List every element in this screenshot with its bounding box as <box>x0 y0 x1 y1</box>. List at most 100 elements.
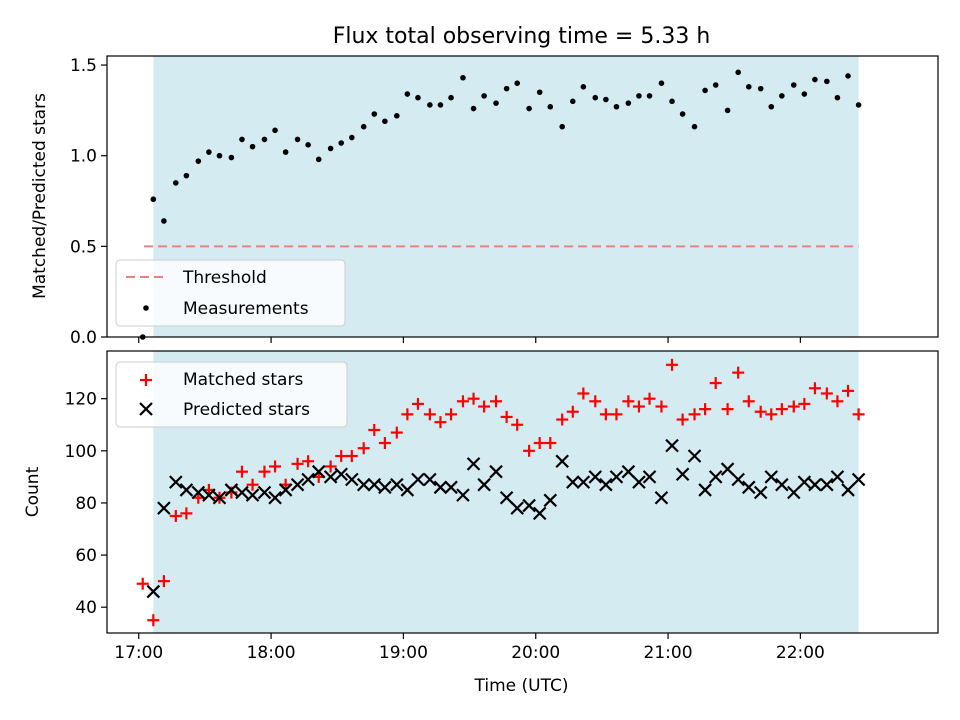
x-tick-label: 17:00 <box>114 643 163 663</box>
predicted-star-point <box>764 470 779 484</box>
measurement-point <box>845 73 851 79</box>
matched-star-point <box>820 387 833 400</box>
measurement-point <box>349 134 355 141</box>
matched-star-point <box>523 444 536 457</box>
predicted-star-point <box>489 464 503 479</box>
bottom-y-axis: 40 60 80 100 120 <box>65 390 107 618</box>
measurement-point <box>150 196 157 203</box>
measurement-point <box>161 218 167 224</box>
measurement-point <box>669 98 675 105</box>
measurement-point <box>261 136 268 143</box>
predicted-star-point <box>830 470 845 484</box>
measurement-point <box>834 94 841 101</box>
chart-title: Flux total observing time = 5.33 h <box>333 24 711 49</box>
predicted-star-point <box>411 472 425 487</box>
matched-star-point <box>445 408 458 421</box>
matched-star-point <box>852 408 865 421</box>
x-tick-label: 20:00 <box>511 643 560 663</box>
measurement-point <box>239 136 245 143</box>
x-tick-label: 18:00 <box>247 643 296 663</box>
measurements-panel: 0.0 0.5 1.0 1.5 Matched/Predicted stars Thr… <box>30 55 939 348</box>
x-tick-label: 19:00 <box>379 643 428 663</box>
measurement-point <box>195 158 202 164</box>
matched-star-point <box>699 403 712 416</box>
measurement-point <box>437 102 444 108</box>
measurement-point <box>404 91 411 97</box>
measurement-point <box>580 84 587 90</box>
measurement-point <box>824 78 830 85</box>
measurement-point <box>547 103 554 110</box>
predicted-star-point <box>797 475 812 489</box>
y-tick-label: 0.5 <box>70 237 97 257</box>
legend-predicted-label: Predicted stars <box>183 400 310 420</box>
matched-star-point <box>467 392 480 405</box>
legend-matched-label: Matched stars <box>183 370 303 390</box>
measurement-point <box>691 123 698 130</box>
matched-star-point <box>688 408 701 421</box>
legend-threshold-label: Threshold <box>182 268 267 288</box>
y-tick-label: 120 <box>65 390 97 410</box>
matched-star-point <box>345 450 358 463</box>
predicted-star-point <box>169 475 183 489</box>
bottom-legend-box <box>115 361 348 428</box>
measurement-point <box>338 140 345 146</box>
matched-star-point <box>721 403 734 416</box>
measurement-point <box>757 85 764 92</box>
top-y-axis-label: Matched/Predicted stars <box>30 93 50 299</box>
predicted-star-point <box>235 485 249 500</box>
matched-star-point <box>511 418 524 431</box>
matched-star-point <box>378 437 391 450</box>
measurement-point <box>801 91 808 97</box>
predicted-star-point <box>224 483 239 497</box>
matched-star-point <box>610 408 623 421</box>
x-axis-label: Time (UTC) <box>474 676 569 696</box>
measurement-point <box>702 87 708 94</box>
measurement-point <box>712 82 719 88</box>
predicted-star-point <box>599 477 613 492</box>
measurement-point <box>745 84 752 90</box>
predicted-star-point <box>576 475 591 489</box>
predicted-star-point <box>444 480 458 495</box>
matched-star-point <box>500 410 513 423</box>
matched-star-point <box>357 442 370 455</box>
legend-matched-marker <box>140 374 152 386</box>
y-tick-label: 1.5 <box>70 56 97 76</box>
predicted-star-point <box>786 485 801 500</box>
predicted-star-point <box>323 470 338 484</box>
predicted-star-point <box>665 438 679 453</box>
matched-star-point <box>842 384 855 397</box>
measurement-point <box>790 82 797 88</box>
measurement-point <box>448 94 454 101</box>
predicted-star-point <box>642 470 657 484</box>
measurement-point <box>613 103 620 110</box>
measurement-point <box>481 93 487 99</box>
measurement-point <box>855 102 862 108</box>
measurement-point <box>282 149 289 155</box>
predicted-star-point <box>510 501 524 515</box>
matched-star-point <box>390 426 403 439</box>
matched-star-point <box>798 397 811 410</box>
measurement-point <box>327 145 334 152</box>
predicted-star-point <box>720 462 735 476</box>
predicted-star-point <box>334 467 348 482</box>
measurement-point <box>183 172 190 179</box>
predicted-star-point <box>301 472 315 487</box>
legend-measurements-marker <box>143 305 149 311</box>
predicted-star-point <box>356 477 371 492</box>
predicted-star-point <box>522 498 536 513</box>
measurement-point <box>360 123 367 130</box>
matched-stars-series <box>136 358 865 627</box>
matched-star-point <box>169 509 182 522</box>
x-tick-label: 21:00 <box>644 643 693 663</box>
matched-star-point <box>787 400 800 413</box>
matched-star-point <box>533 437 546 450</box>
measurement-point <box>646 93 653 99</box>
measurement-point <box>415 94 421 101</box>
predicted-star-point <box>290 477 305 492</box>
matched-star-point <box>401 408 414 421</box>
predicted-star-point <box>820 477 834 492</box>
predicted-star-point <box>621 464 636 479</box>
predicted-star-point <box>532 506 547 521</box>
measurement-point <box>382 118 388 125</box>
